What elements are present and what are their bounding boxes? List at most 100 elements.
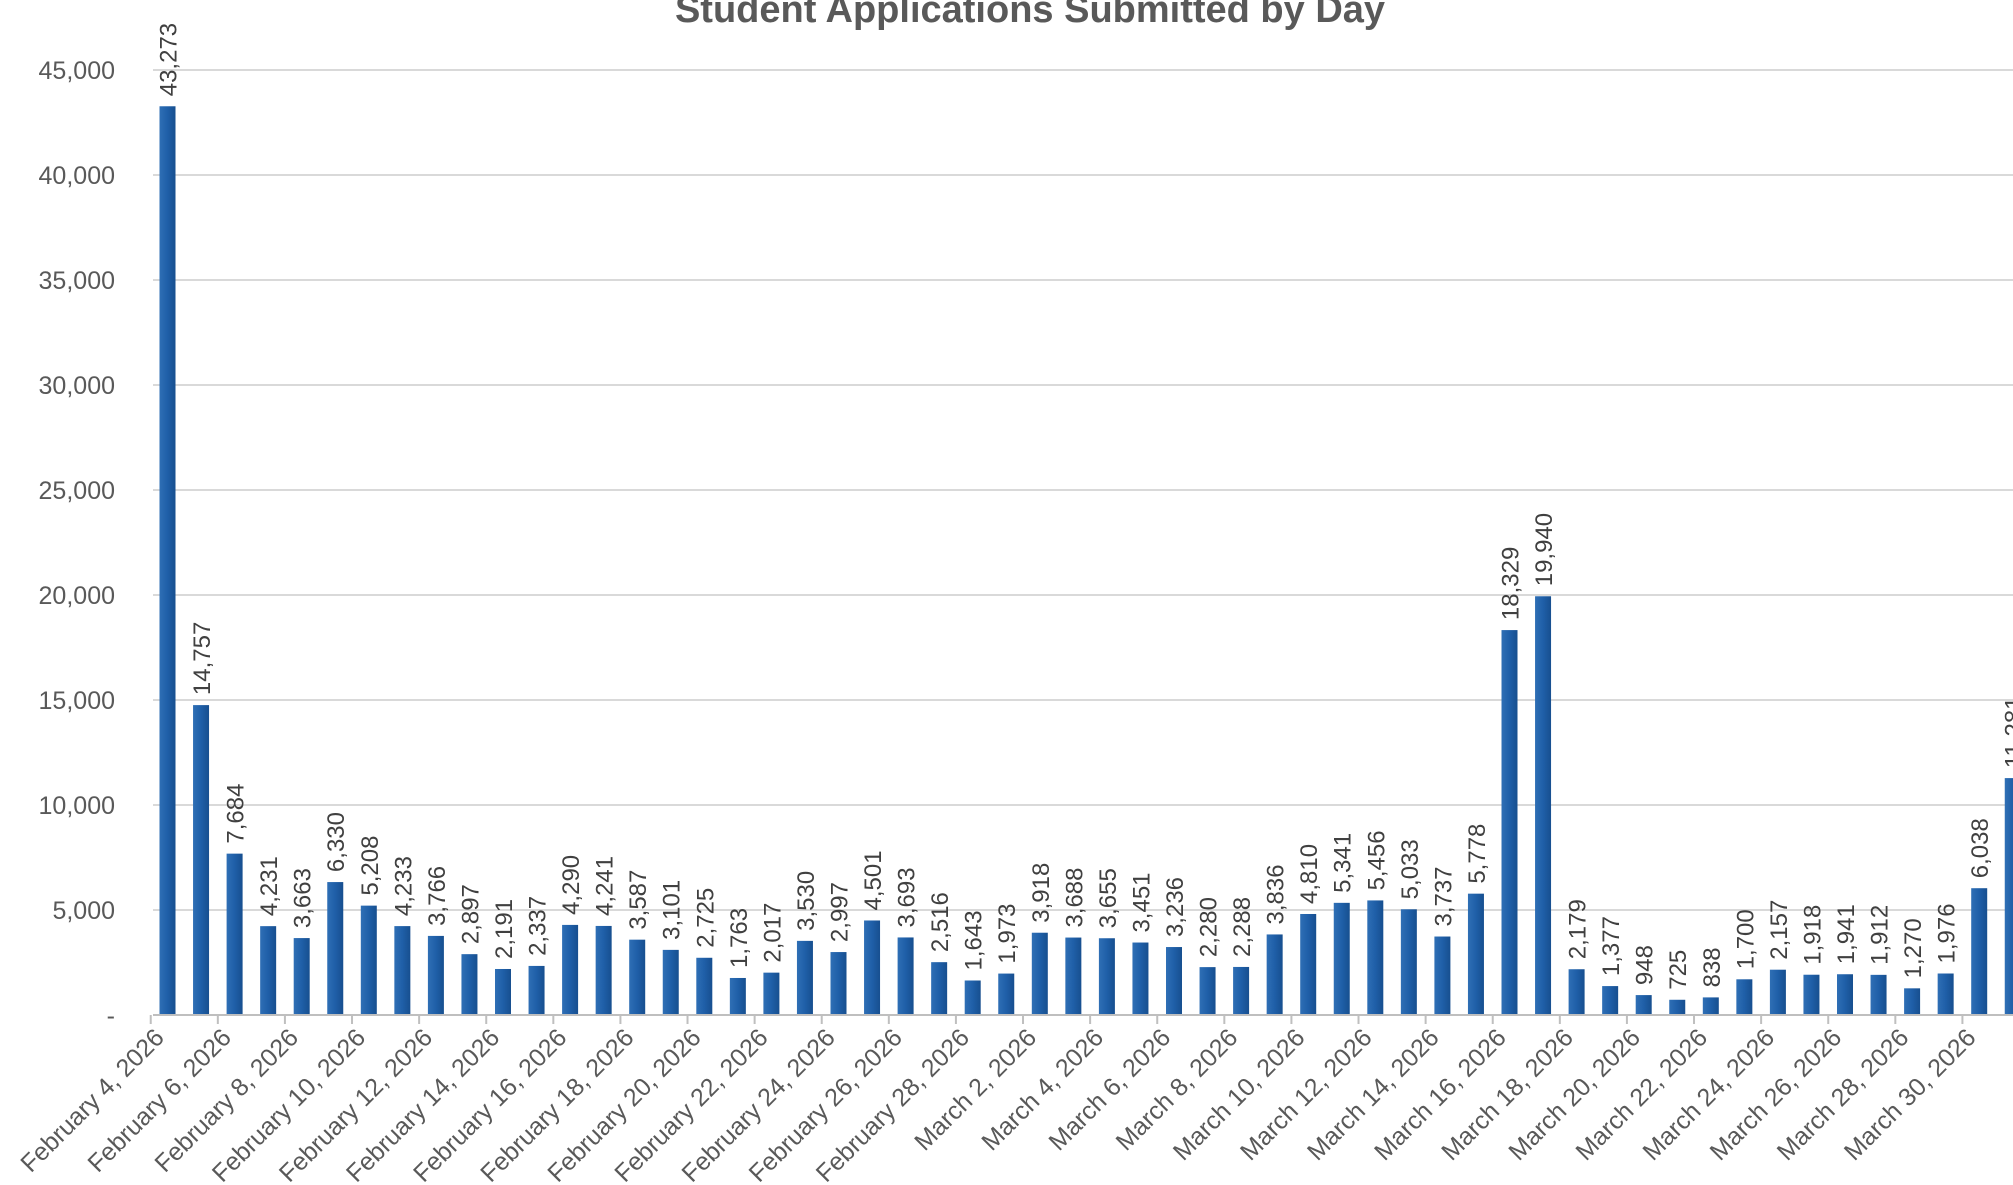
gridlines	[153, 69, 2013, 911]
data-label: 5,456	[1363, 830, 1390, 890]
data-label: 948	[1632, 945, 1659, 985]
bar	[830, 952, 847, 1015]
data-label: 1,643	[961, 910, 988, 970]
bar	[528, 965, 545, 1015]
bar	[1635, 995, 1652, 1015]
data-label: 4,231	[256, 856, 283, 916]
data-label: 2,157	[1766, 900, 1793, 960]
bar	[729, 977, 746, 1015]
y-tick-label: 10,000	[39, 792, 115, 820]
data-label: 5,778	[1464, 824, 1491, 884]
bar	[1333, 902, 1350, 1015]
data-label: 3,688	[1061, 867, 1088, 927]
bar	[1400, 909, 1417, 1015]
data-label: 1,941	[1833, 904, 1860, 964]
data-label: 1,976	[1934, 903, 1961, 963]
bar	[931, 962, 948, 1015]
data-label: 4,810	[1296, 844, 1323, 904]
bar	[696, 957, 713, 1015]
y-tick-label: 5,000	[52, 897, 115, 925]
y-tick-label: 35,000	[39, 267, 115, 295]
data-label: 1,973	[994, 904, 1021, 964]
data-label: 3,236	[1162, 877, 1189, 937]
data-label: 6,038	[1967, 818, 1994, 878]
bar	[427, 935, 444, 1015]
data-label: 5,208	[357, 836, 384, 896]
bar	[1602, 986, 1619, 1015]
data-label: 1,912	[1867, 905, 1894, 965]
bar	[394, 926, 411, 1015]
bar	[1233, 966, 1250, 1015]
bar	[1904, 988, 1921, 1015]
data-label: 3,918	[1028, 863, 1055, 923]
axes: - 5,000 10,000 15,000 20,000 25,000 30,000 35,0…	[15, 57, 2013, 1185]
data-label: 1,918	[1799, 905, 1826, 965]
data-label: 1,270	[1900, 918, 1927, 978]
bar	[1065, 937, 1082, 1015]
bar	[260, 926, 277, 1015]
data-label: 4,501	[860, 850, 887, 910]
data-label: 43,273	[156, 23, 183, 96]
data-label: 18,329	[1498, 547, 1525, 620]
data-label: 3,451	[1128, 872, 1155, 932]
bar	[562, 924, 579, 1015]
y-tick-label: 40,000	[39, 162, 115, 190]
bar	[595, 925, 612, 1015]
bar	[1300, 913, 1317, 1015]
bar	[1266, 934, 1283, 1015]
bar	[226, 853, 243, 1015]
data-label: 11,281	[2001, 696, 2013, 768]
data-label: 2,516	[927, 892, 954, 952]
data-label: 2,017	[759, 903, 786, 963]
bar	[1803, 974, 1820, 1015]
data-label: 2,191	[491, 899, 518, 959]
data-label: 3,836	[1263, 864, 1290, 924]
data-label: 19,940	[1531, 513, 1558, 586]
bar	[461, 954, 478, 1015]
bar	[1971, 888, 1988, 1015]
data-label: 3,587	[625, 870, 652, 930]
data-label: 2,280	[1196, 897, 1223, 957]
bar	[1870, 974, 1887, 1015]
bar	[998, 973, 1015, 1015]
data-label: 3,766	[424, 866, 451, 926]
data-label: 3,530	[793, 871, 820, 931]
bar	[1736, 979, 1753, 1015]
bar	[1098, 938, 1115, 1015]
y-tick-label: 25,000	[39, 477, 115, 505]
bar	[1837, 974, 1853, 1015]
data-label: 838	[1699, 947, 1726, 987]
data-label: 4,233	[390, 856, 417, 916]
bar	[1501, 630, 1518, 1015]
y-tick-label: 20,000	[39, 582, 115, 610]
bar	[1367, 900, 1384, 1015]
bar	[159, 106, 176, 1016]
data-label: 2,288	[1229, 897, 1256, 957]
bar	[763, 972, 780, 1015]
bar	[327, 882, 344, 1015]
bar	[1434, 936, 1451, 1015]
data-label: 1,700	[1732, 909, 1759, 969]
bar	[1199, 967, 1216, 1015]
bar	[495, 968, 511, 1015]
bar	[1031, 932, 1048, 1015]
bar	[193, 705, 210, 1015]
bar	[662, 949, 679, 1015]
bar	[796, 940, 813, 1015]
bar	[1702, 997, 1719, 1015]
data-label: 2,337	[525, 896, 552, 956]
bar	[864, 920, 881, 1015]
y-tick-label: -	[107, 1002, 115, 1030]
bar	[1132, 942, 1149, 1015]
data-label: 5,341	[1330, 833, 1357, 893]
data-label: 725	[1665, 950, 1692, 990]
data-label: 3,737	[1430, 866, 1457, 926]
data-label: 4,241	[592, 856, 619, 916]
bar	[964, 980, 981, 1015]
data-label: 1,763	[726, 908, 753, 968]
y-tick-label: 30,000	[39, 372, 115, 400]
bars	[159, 106, 2013, 1016]
